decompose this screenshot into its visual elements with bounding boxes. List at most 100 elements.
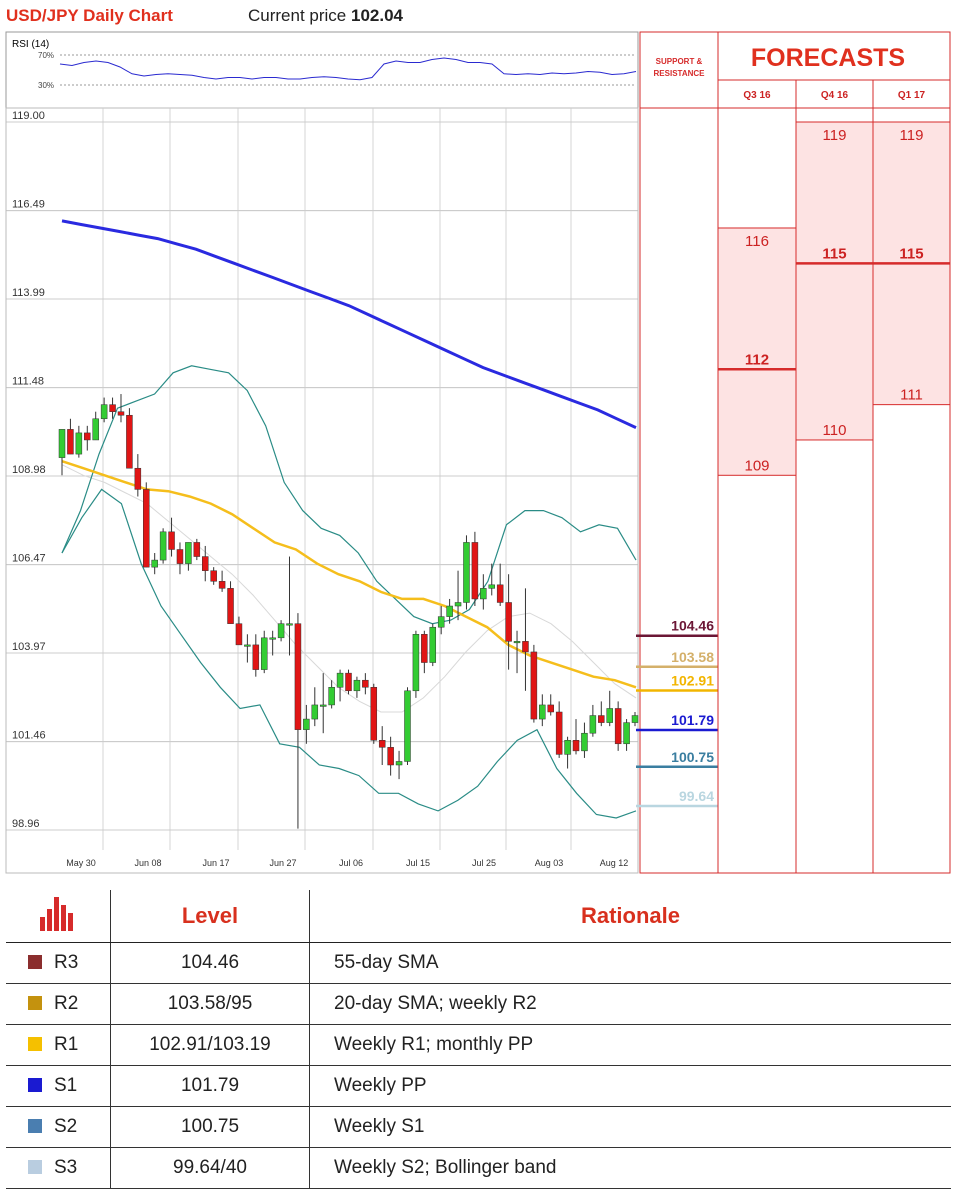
- forecast-high: 119: [900, 127, 924, 144]
- sr-level-value: 101.79: [671, 712, 714, 728]
- candle: [378, 726, 386, 765]
- tier-label: S2: [54, 1116, 78, 1137]
- candle: [100, 397, 108, 423]
- candle: [319, 673, 327, 734]
- forecast-column: Q3 16 116 112 109: [717, 90, 797, 476]
- rationale-cell: 55-day SMA: [309, 942, 951, 984]
- y-tick-label: 116.49: [12, 199, 45, 211]
- forecast-mid: 115: [822, 245, 846, 262]
- forecast-low: 109: [744, 457, 769, 474]
- candles: [58, 394, 639, 829]
- tier-cell: S1: [6, 1065, 111, 1107]
- forecast-high: 116: [745, 233, 769, 250]
- candle: [437, 606, 445, 635]
- sr-level: 103.58: [636, 649, 718, 669]
- x-tick-label: Jul 06: [339, 858, 363, 868]
- candle: [488, 563, 495, 596]
- bar-chart-icon-cell: [6, 890, 111, 943]
- current-price-label: Current price: [248, 6, 347, 25]
- y-axis-labels: 119.00 116.49 113.99 111.48 108.98 106.47 103.…: [12, 110, 46, 830]
- y-tick-label: 103.97: [12, 641, 46, 653]
- x-tick-label: Jul 15: [406, 858, 430, 868]
- candle: [168, 517, 175, 557]
- bollinger-lower-line: [61, 488, 637, 819]
- tier-color-swatch: [28, 1119, 42, 1133]
- bar-chart-icon: [40, 897, 73, 931]
- candle: [218, 570, 226, 592]
- y-tick-label: 111.48: [12, 376, 44, 388]
- tier-color-swatch: [28, 1078, 42, 1092]
- candle: [530, 644, 538, 723]
- y-tick-label: 98.96: [12, 818, 40, 830]
- candle: [252, 634, 260, 677]
- candle: [522, 588, 529, 691]
- forecast-column: Q4 16 119 115 110: [795, 80, 874, 873]
- tier-color-swatch: [28, 955, 42, 969]
- y-tick-label: 119.00: [12, 110, 45, 122]
- x-tick-label: Jun 17: [202, 858, 229, 868]
- candle: [311, 687, 319, 727]
- y-tick-label: 113.99: [12, 287, 45, 299]
- candle: [412, 630, 420, 698]
- y-tick-label: 108.98: [12, 464, 46, 476]
- sr-level-value: 99.64: [679, 788, 714, 804]
- candle: [269, 630, 276, 656]
- x-axis-labels: May 30 Jun 08 Jun 17 Jun 27 Jul 06 Jul 15 Jul …: [66, 858, 628, 868]
- forecasts-panel: FORECASTS Q3 16 116 112 109 Q4 16 119 115 110 Q1…: [717, 31, 951, 874]
- forecast-column-label: Q1 17: [898, 90, 926, 101]
- sr-level: 101.79: [636, 712, 718, 732]
- tier-cell: R1: [6, 1024, 111, 1066]
- candle: [277, 620, 285, 642]
- forecast-column-label: Q4 16: [821, 90, 849, 101]
- forecasts-title: FORECASTS: [751, 44, 905, 72]
- candle: [404, 687, 411, 765]
- support-resistance-panel: SUPPORT & RESISTANCE 104.46103.58102.911…: [636, 31, 719, 874]
- rationale-cell: Weekly S1: [309, 1106, 951, 1148]
- candle: [109, 397, 116, 419]
- chart-title: USD/JPY Daily Chart: [6, 6, 173, 25]
- levels-row: R3 104.46 55-day SMA: [6, 942, 951, 984]
- rsi-lower-label: 30%: [38, 81, 54, 90]
- candle: [176, 542, 184, 575]
- sma20-line: [61, 464, 637, 713]
- sr-level: 102.91: [636, 672, 718, 692]
- tier-cell: S3: [6, 1147, 111, 1189]
- header-level: Level: [110, 890, 310, 943]
- candle: [345, 669, 352, 695]
- sr-level: 99.64: [636, 788, 718, 808]
- rsi-panel: RSI (14) 70% 30%: [5, 31, 639, 109]
- candle: [92, 411, 99, 441]
- candle: [463, 535, 470, 610]
- rationale-cell: Weekly PP: [309, 1065, 951, 1107]
- candle: [210, 567, 217, 585]
- level-cell: 101.79: [110, 1065, 310, 1107]
- sma55-line: [61, 460, 637, 689]
- tier-label: R1: [54, 1034, 79, 1055]
- candle: [58, 429, 66, 476]
- level-cell: 103.58/95: [110, 983, 310, 1025]
- rationale-cell: Weekly S2; Bollinger band: [309, 1147, 951, 1189]
- forecast-low: 110: [823, 422, 847, 439]
- candle: [370, 683, 378, 744]
- candle: [235, 616, 243, 646]
- header-rationale: Rationale: [309, 890, 951, 943]
- candle: [471, 531, 479, 607]
- candle: [589, 704, 597, 737]
- candle: [227, 581, 234, 624]
- sr-levels: 104.46 103.58 102.91 101.79 100.75 99.64: [636, 618, 718, 808]
- tier-cell: S2: [6, 1106, 111, 1148]
- y-tick-label: 106.47: [12, 553, 46, 565]
- candle: [303, 704, 310, 744]
- sr-header-line1: SUPPORT &: [656, 57, 703, 66]
- levels-table-header: Level Rationale: [6, 890, 951, 943]
- rsi-upper-label: 70%: [38, 51, 54, 60]
- level-cell: 99.64/40: [110, 1147, 310, 1189]
- forecast-high: 119: [823, 127, 847, 144]
- candle: [631, 712, 639, 727]
- candle: [606, 690, 613, 727]
- candle: [421, 630, 428, 674]
- sr-level-value: 100.75: [671, 749, 714, 765]
- y-tick-label: 101.46: [12, 730, 46, 742]
- candle: [134, 454, 142, 497]
- level-cell: 100.75: [110, 1106, 310, 1148]
